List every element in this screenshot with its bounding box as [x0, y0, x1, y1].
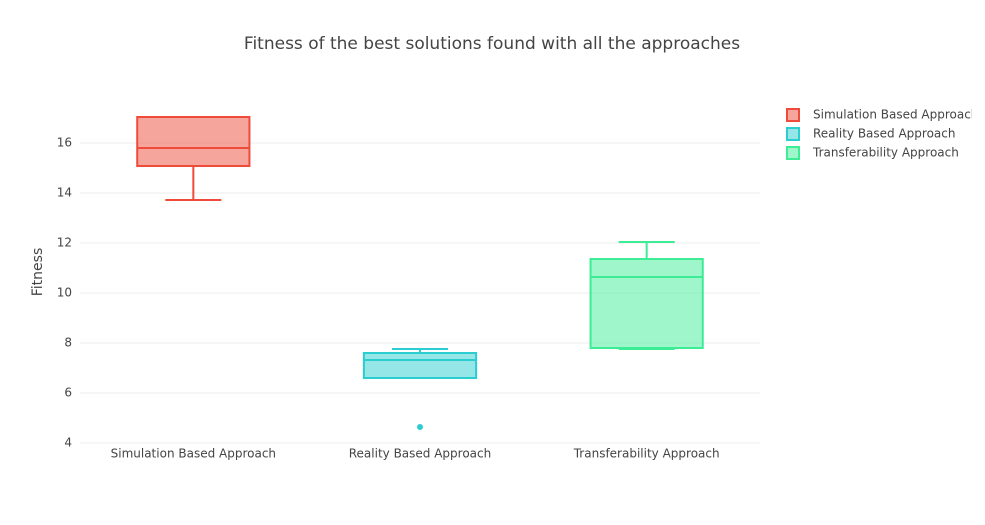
y-tick-label: 10 [57, 286, 72, 300]
chart-title: Fitness of the best solutions found with… [244, 34, 740, 54]
box [136, 116, 251, 167]
x-tick-label: Reality Based Approach [349, 447, 492, 461]
y-tick-label: 14 [57, 186, 72, 200]
legend-swatch [786, 127, 800, 141]
box [362, 352, 478, 379]
y-tick-label: 12 [57, 236, 72, 250]
x-tick-label: Simulation Based Approach [111, 447, 276, 461]
y-tick-label: 16 [57, 136, 72, 150]
legend-swatch [786, 108, 800, 122]
y-tick-label: 4 [64, 436, 72, 450]
legend-label: Transferability Approach [812, 146, 959, 160]
y-axis-title: Fitness [30, 248, 46, 297]
outlier [417, 424, 423, 430]
box [589, 258, 704, 349]
y-tick-label: 8 [64, 336, 72, 350]
y-tick-label: 6 [64, 386, 72, 400]
legend-label: Reality Based Approach [813, 127, 956, 141]
x-tick-label: Transferability Approach [573, 447, 720, 461]
legend: Simulation Based Approach Reality Based A… [786, 108, 978, 160]
legend-swatch [786, 146, 800, 160]
legend-label: Simulation Based Approach [813, 108, 978, 122]
